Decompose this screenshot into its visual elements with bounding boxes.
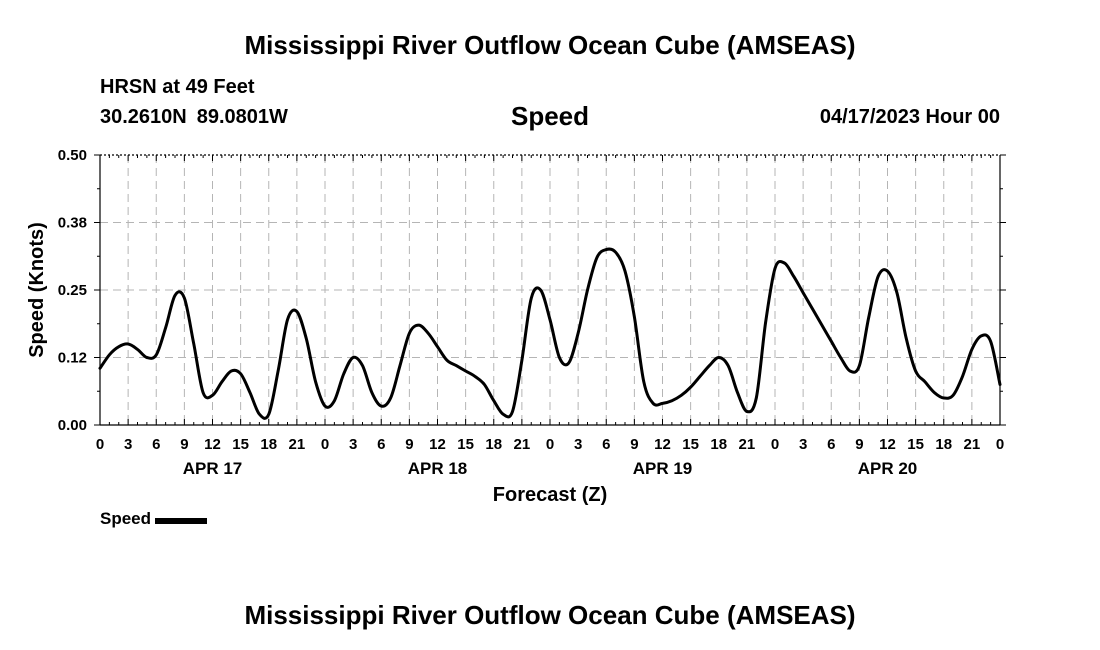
x-tick-label: 18 xyxy=(710,436,727,453)
x-tick-label: 18 xyxy=(260,436,277,453)
legend-label: Speed xyxy=(100,509,152,528)
date-label: APR 20 xyxy=(858,459,918,478)
x-tick-label: 0 xyxy=(996,436,1004,453)
x-tick-label: 12 xyxy=(879,436,896,453)
x-tick-label: 6 xyxy=(827,436,835,453)
x-tick-label: 21 xyxy=(964,436,981,453)
forecast-datetime: 04/17/2023 Hour 00 xyxy=(819,106,1000,128)
footer-title: Mississippi River Outflow Ocean Cube (AM… xyxy=(244,600,856,630)
y-tick-label: 0.00 xyxy=(58,417,87,434)
x-tick-label: 15 xyxy=(232,436,249,453)
x-tick-label: 0 xyxy=(96,436,104,453)
x-tick-label: 0 xyxy=(321,436,329,453)
x-tick-label: 3 xyxy=(349,436,357,453)
x-tick-label: 9 xyxy=(405,436,413,453)
x-axis-label: Forecast (Z) xyxy=(493,484,607,506)
date-label: APR 17 xyxy=(183,459,243,478)
x-tick-label: 12 xyxy=(654,436,671,453)
coordinates: 30.2610N 89.0801W xyxy=(100,106,288,129)
y-tick-label: 0.12 xyxy=(58,350,87,367)
x-tick-label: 18 xyxy=(935,436,952,453)
x-tick-label: 21 xyxy=(514,436,531,453)
x-tick-label: 15 xyxy=(457,436,474,453)
x-tick-label: 0 xyxy=(546,436,554,453)
x-tick-label: 3 xyxy=(574,436,582,453)
x-tick-label: 3 xyxy=(799,436,807,453)
x-tick-label: 12 xyxy=(204,436,221,453)
y-tick-label: 0.25 xyxy=(58,282,87,299)
date-label: APR 19 xyxy=(633,459,693,478)
legend: Speed xyxy=(100,509,208,529)
speed-chart: 0.00 0.12 0.25 0.38 0.50 0 3 6 9 12 15 18 21 0 3 6 9 12 15… xyxy=(26,147,1006,506)
latitude-label: 30.2610N xyxy=(100,106,187,128)
speed-series-line xyxy=(98,247,1002,420)
y-tick-label: 0.38 xyxy=(58,215,87,232)
x-tick-label: 18 xyxy=(485,436,502,453)
x-tick-label: 0 xyxy=(771,436,779,453)
x-tick-label: 6 xyxy=(152,436,160,453)
x-tick-label: 12 xyxy=(429,436,446,453)
x-tick-label: 15 xyxy=(907,436,924,453)
y-tick-label: 0.50 xyxy=(58,147,87,164)
x-tick-label: 6 xyxy=(602,436,610,453)
x-tick-label: 3 xyxy=(124,436,132,453)
date-label: APR 18 xyxy=(408,459,468,478)
station-label: HRSN at 49 Feet xyxy=(100,76,255,98)
x-tick-label: 15 xyxy=(682,436,699,453)
x-tick-label: 21 xyxy=(289,436,306,453)
y-axis-label: Speed (Knots) xyxy=(26,222,48,358)
x-tick-label: 6 xyxy=(377,436,385,453)
x-tick-label: 9 xyxy=(180,436,188,453)
x-tick-label: 9 xyxy=(630,436,638,453)
x-tick-label: 21 xyxy=(739,436,756,453)
legend-swatch xyxy=(155,517,208,524)
chart-title: Mississippi River Outflow Ocean Cube (AM… xyxy=(244,30,856,60)
chart-subtitle: Speed xyxy=(510,101,590,131)
longitude-label: 89.0801W xyxy=(196,106,288,128)
x-tick-label: 9 xyxy=(855,436,863,453)
